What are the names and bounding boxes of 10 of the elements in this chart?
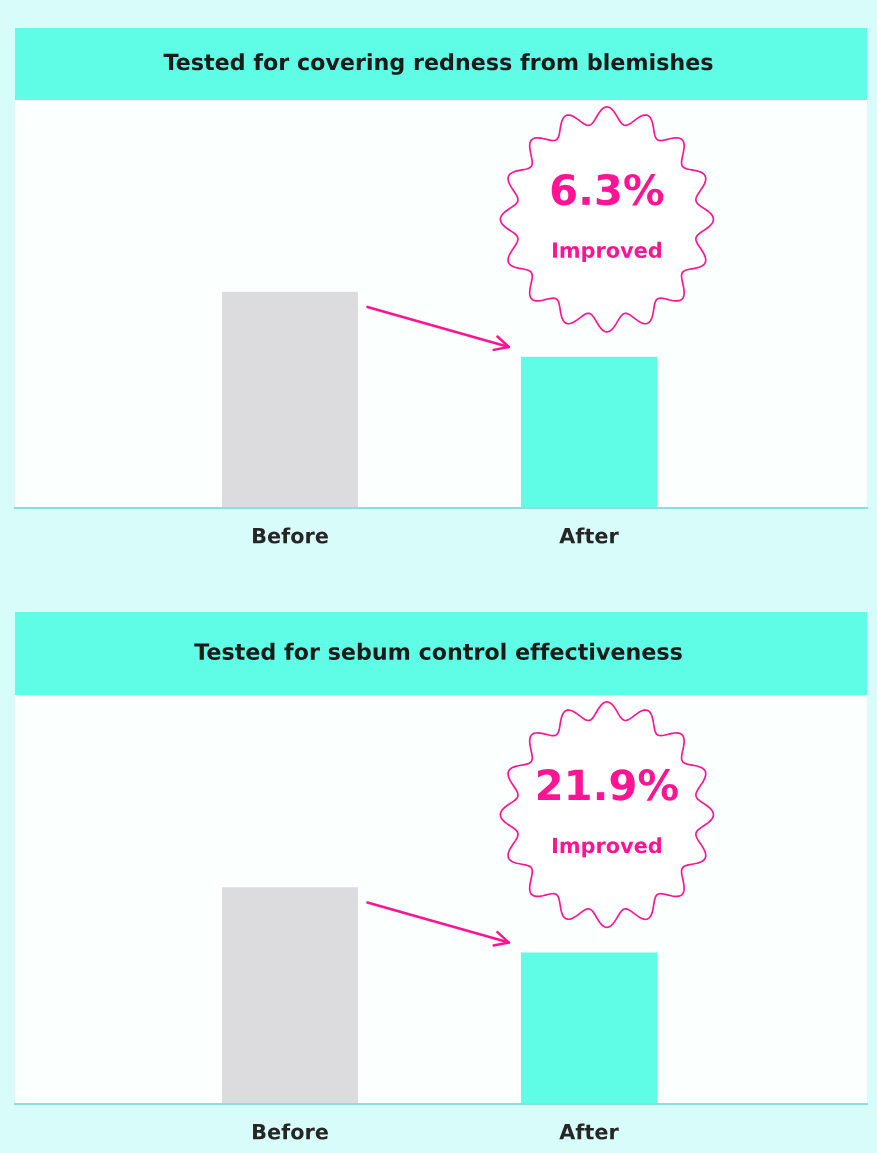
x-tick-label: Before	[253, 527, 328, 544]
chart-title: Tested for sebum control effectiveness	[194, 642, 682, 660]
chart-title: Tested for covering redness from blemishes	[163, 53, 713, 75]
text: 21.9%	[537, 769, 678, 801]
text: Improved	[553, 241, 661, 262]
x-tick-label: After	[559, 1123, 619, 1140]
text: 6.3%	[551, 173, 664, 206]
text: Improved	[553, 837, 661, 858]
x-tick-label: Before	[253, 1123, 328, 1140]
x-tick-label: After	[559, 527, 619, 544]
